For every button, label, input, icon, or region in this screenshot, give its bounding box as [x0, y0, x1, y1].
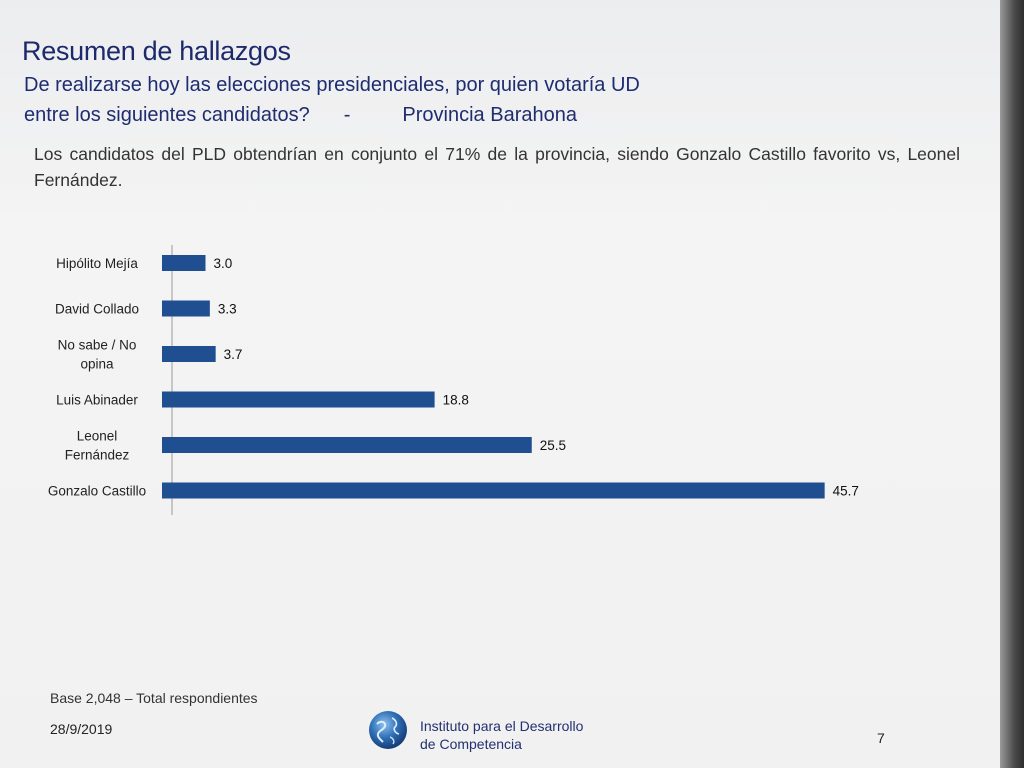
question-line-2-text: entre los siguientes candidatos? [24, 104, 310, 126]
question-line-2: entre los siguientes candidatos? - Provinc… [24, 100, 784, 130]
value-label-5: 45.7 [833, 484, 859, 499]
institute-line-1: Instituto para el Desarrollo [420, 718, 584, 734]
category-label-3: Luis Abinader [56, 393, 138, 408]
bar-4 [162, 437, 532, 453]
province-label: Provincia Barahona [402, 104, 577, 126]
question-dash: - [343, 104, 351, 126]
category-label-5: Gonzalo Castillo [48, 484, 146, 499]
bar-2 [162, 346, 216, 362]
category-label-4: Leonel Fernández [65, 429, 130, 463]
monitor-bezel [1000, 0, 1024, 768]
bar-5 [162, 482, 825, 499]
globe-logo-icon [369, 711, 407, 749]
slide-date: 28/9/2019 [50, 721, 113, 737]
bar-0 [162, 255, 206, 271]
value-label-3: 18.8 [443, 393, 469, 408]
category-label-1: David Collado [55, 302, 139, 317]
summary-text: Los candidatos del PLD obtendrían en con… [34, 144, 960, 190]
institute-line-2: de Competencia [420, 736, 522, 752]
base-note: Base 2,048 – Total respondientes [50, 690, 258, 706]
survey-question: De realizarse hoy las elecciones preside… [24, 70, 784, 130]
bar-chart: Hipólito Mejía 3.0 David Collado 3.3 No sabe… [48, 245, 859, 515]
slide: Resumen de hallazgos De realizarse hoy l… [0, 0, 1000, 768]
page-number: 7 [877, 730, 885, 746]
value-label-1: 3.3 [218, 302, 237, 317]
institute-name: Instituto para el Desarrollo de Competen… [420, 717, 583, 753]
question-line-1: De realizarse hoy las elecciones preside… [24, 74, 640, 96]
bar-1 [162, 300, 210, 317]
bar-3 [162, 391, 435, 408]
value-label-2: 3.7 [224, 347, 243, 362]
slide-title: Resumen de hallazgos [22, 36, 291, 66]
category-label-0: Hipólito Mejía [56, 256, 138, 271]
value-label-0: 3.0 [214, 256, 233, 271]
category-label-2: No sabe / No opina [58, 338, 137, 372]
value-label-4: 25.5 [540, 438, 566, 453]
